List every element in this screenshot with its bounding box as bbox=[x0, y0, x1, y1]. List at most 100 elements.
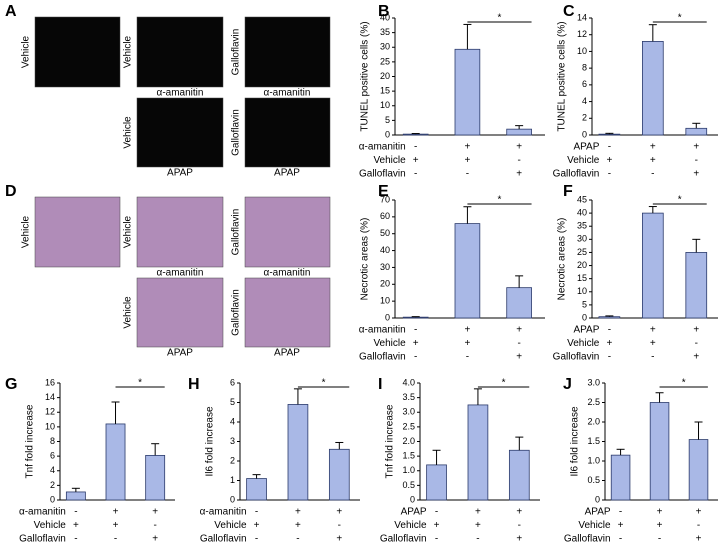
y-tick-label: 2.5 bbox=[587, 397, 600, 407]
condition-sign: + bbox=[606, 155, 612, 166]
micrograph bbox=[244, 277, 331, 348]
y-tick-label: 4 bbox=[582, 96, 587, 106]
condition-label: Vehicle bbox=[567, 338, 600, 349]
y-tick-label: 20 bbox=[577, 260, 587, 270]
y-tick-label: 10 bbox=[577, 46, 587, 56]
condition-label: APAP bbox=[401, 507, 427, 518]
condition-sign: + bbox=[516, 169, 522, 180]
bar bbox=[105, 423, 126, 501]
panel-label: B bbox=[378, 3, 390, 20]
condition-sign: - bbox=[338, 520, 341, 531]
condition-sign: - bbox=[435, 534, 438, 545]
error-bar bbox=[111, 401, 120, 424]
y-tick-label: 8 bbox=[582, 63, 587, 73]
condition-sign: - bbox=[414, 142, 417, 153]
condition-sign: + bbox=[295, 507, 301, 518]
error-bar bbox=[648, 206, 657, 214]
condition-sign: - bbox=[695, 155, 698, 166]
side-label: Galloflavin bbox=[231, 109, 242, 156]
condition-sign: + bbox=[516, 534, 522, 545]
y-tick-label: 1.0 bbox=[587, 455, 600, 465]
error-bar bbox=[692, 122, 701, 129]
bar bbox=[508, 449, 530, 501]
y-tick-label: 0 bbox=[582, 312, 587, 322]
y-tick-label: 0.5 bbox=[587, 475, 600, 485]
bar bbox=[598, 133, 621, 136]
y-axis-label: Il6 fold increase bbox=[205, 406, 216, 476]
bar bbox=[688, 439, 709, 501]
y-tick-label: 8 bbox=[50, 436, 55, 446]
condition-sign: + bbox=[693, 142, 699, 153]
condition-sign: + bbox=[618, 520, 624, 531]
y-axis-label: Il6 fold increase bbox=[570, 406, 581, 476]
bar bbox=[685, 127, 708, 136]
y-tick-label: 1.5 bbox=[587, 436, 600, 446]
bar bbox=[454, 48, 481, 136]
y-tick-label: 25 bbox=[380, 56, 390, 66]
y-tick-label: 40 bbox=[577, 207, 587, 217]
y-tick-label: 70 bbox=[380, 194, 390, 204]
error-bar bbox=[616, 448, 625, 456]
panel-label: H bbox=[188, 376, 200, 393]
y-tick-label: 0 bbox=[582, 129, 587, 139]
condition-label: Galloflavin bbox=[380, 534, 427, 545]
condition-sign: + bbox=[516, 507, 522, 518]
panel-label: J bbox=[563, 376, 572, 393]
panel-label: A bbox=[5, 3, 17, 20]
y-tick-label: 4 bbox=[230, 416, 235, 426]
panel-label: C bbox=[563, 3, 575, 20]
condition-sign: + bbox=[113, 520, 119, 531]
bar bbox=[287, 404, 309, 501]
y-tick-label: 30 bbox=[380, 42, 390, 52]
condition-sign: + bbox=[650, 325, 656, 336]
y-tick-label: 40 bbox=[380, 12, 390, 22]
y-tick-label: 2.5 bbox=[402, 421, 415, 431]
y-tick-label: 2 bbox=[230, 455, 235, 465]
bar bbox=[328, 448, 350, 501]
error-bar bbox=[515, 125, 524, 130]
side-label: Vehicle bbox=[123, 116, 134, 149]
significance-label: * bbox=[678, 13, 682, 24]
y-tick-label: 5 bbox=[582, 299, 587, 309]
y-tick-label: 35 bbox=[380, 27, 390, 37]
bar bbox=[467, 404, 489, 501]
condition-sign: + bbox=[516, 352, 522, 363]
condition-label: Vehicle bbox=[373, 338, 406, 349]
condition-sign: + bbox=[475, 520, 481, 531]
condition-sign: + bbox=[295, 520, 301, 531]
condition-label: APAP bbox=[573, 142, 599, 153]
error-bar bbox=[463, 206, 472, 224]
condition-sign: - bbox=[74, 507, 77, 518]
condition-label: Galloflavin bbox=[359, 169, 406, 180]
bar bbox=[246, 478, 267, 501]
error-bar bbox=[252, 474, 261, 479]
caption: α-amanitin bbox=[157, 268, 204, 279]
significance-label: * bbox=[498, 13, 502, 24]
micrograph bbox=[244, 97, 331, 168]
condition-sign: + bbox=[464, 142, 470, 153]
side-label: Vehicle bbox=[21, 35, 32, 68]
y-tick-label: 0 bbox=[595, 494, 600, 504]
error-bar bbox=[605, 132, 614, 135]
condition-sign: + bbox=[336, 534, 342, 545]
bar bbox=[649, 402, 670, 501]
y-tick-label: 16 bbox=[45, 377, 55, 387]
condition-sign: + bbox=[657, 507, 663, 518]
condition-label: α-amanitin bbox=[19, 507, 66, 518]
condition-sign: + bbox=[254, 520, 260, 531]
condition-label: Vehicle bbox=[214, 520, 247, 531]
condition-sign: - bbox=[476, 534, 479, 545]
condition-sign: - bbox=[695, 338, 698, 349]
panel-label: D bbox=[5, 183, 17, 200]
y-tick-label: 50 bbox=[380, 228, 390, 238]
condition-label: Galloflavin bbox=[564, 534, 611, 545]
condition-sign: - bbox=[697, 520, 700, 531]
condition-sign: + bbox=[516, 142, 522, 153]
significance-label: * bbox=[138, 378, 142, 389]
caption: α-amanitin bbox=[264, 268, 311, 279]
y-tick-label: 35 bbox=[577, 221, 587, 231]
condition-sign: + bbox=[606, 338, 612, 349]
micrograph bbox=[136, 196, 224, 268]
condition-sign: - bbox=[466, 352, 469, 363]
y-axis-label: Tnf fold increase bbox=[385, 404, 396, 478]
